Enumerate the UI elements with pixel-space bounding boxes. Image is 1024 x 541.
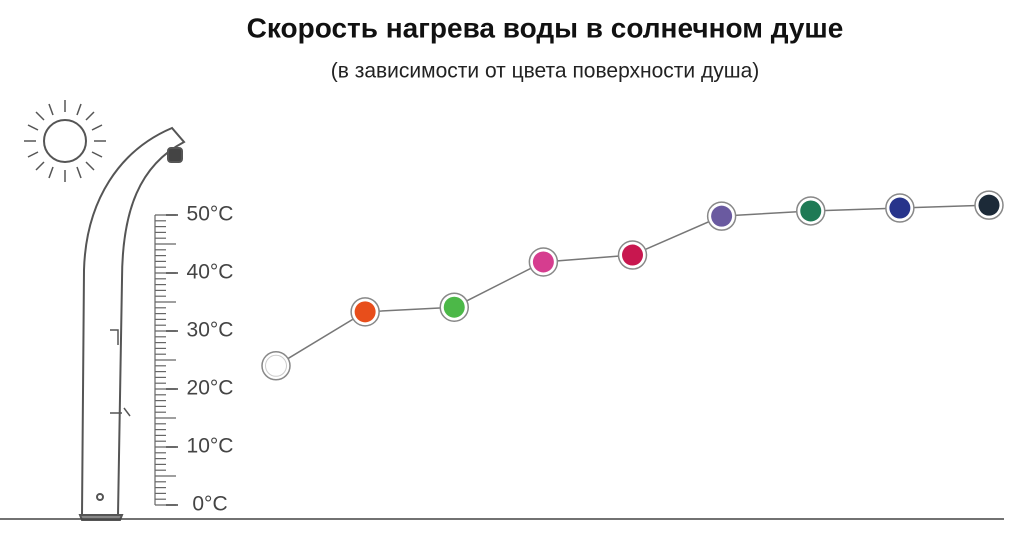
y-tick-label: 10°C (187, 435, 234, 458)
point (978, 194, 1000, 216)
y-tick-label: 50°C (187, 203, 234, 226)
chart-title: Скорость нагрева воды в солнечном душе (247, 12, 844, 43)
point (622, 244, 643, 266)
chart-subtitle: (в зависимости от цвета поверхности душа… (331, 60, 760, 83)
y-tick-label: 0°C (192, 493, 227, 516)
y-tick-label: 40°C (187, 261, 234, 284)
point (443, 296, 465, 318)
series-line (275, 204, 990, 367)
illustration (24, 100, 186, 521)
point (889, 197, 911, 219)
y-tick-label: 20°C (187, 377, 234, 400)
point (711, 205, 733, 227)
y-tick-label: 30°C (187, 319, 234, 342)
point (354, 301, 376, 323)
point (265, 354, 287, 377)
point (532, 251, 554, 273)
point (800, 200, 822, 222)
ruler (154, 214, 176, 506)
